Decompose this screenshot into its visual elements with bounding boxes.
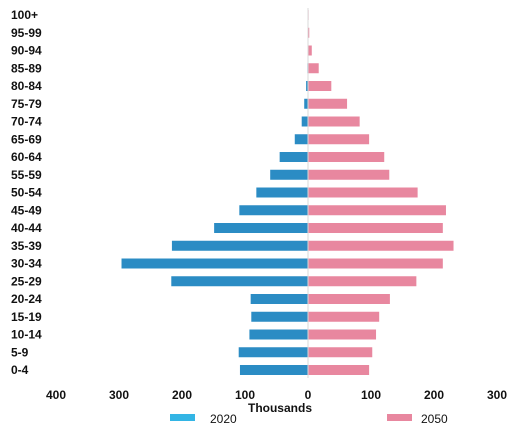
bar-2050-20-24 xyxy=(308,294,390,304)
category-label: 15-19 xyxy=(11,310,42,324)
x-tick-label: 0 xyxy=(305,388,312,402)
bar-2050-85-89 xyxy=(308,63,319,74)
category-label: 35-39 xyxy=(11,239,42,253)
legend: 2020 2050 xyxy=(170,412,448,426)
category-label: 0-4 xyxy=(11,363,29,377)
bar-2020-70-74 xyxy=(301,116,308,127)
category-label: 75-79 xyxy=(11,97,42,111)
category-label: 65-69 xyxy=(11,132,42,146)
bar-2020-30-34 xyxy=(121,258,309,269)
category-label: 55-59 xyxy=(11,168,42,182)
legend-swatch-2020 xyxy=(170,414,195,421)
category-label: 45-49 xyxy=(11,203,42,217)
x-tick-label: 200 xyxy=(172,388,192,402)
bar-2050-60-64 xyxy=(308,152,385,162)
bar-2050-65-69 xyxy=(308,134,370,145)
category-label: 70-74 xyxy=(11,115,42,129)
category-label: 25-29 xyxy=(11,274,42,288)
category-label: 5-9 xyxy=(11,345,29,359)
x-tick-labels: 400 300 200 100 0 100 200 300 xyxy=(46,388,507,402)
legend-label-2050: 2050 xyxy=(421,412,448,426)
bar-2050-40-44 xyxy=(308,223,443,233)
bar-2050-55-59 xyxy=(308,169,390,180)
bar-2020-25-29 xyxy=(171,276,308,287)
category-label: 40-44 xyxy=(11,221,42,235)
x-tick-label: 100 xyxy=(235,388,255,402)
bar-2020-15-19 xyxy=(251,311,308,322)
x-axis-label: Thousands xyxy=(248,401,312,415)
bar-2020-80-84 xyxy=(306,81,308,91)
category-label: 85-89 xyxy=(11,61,42,75)
bar-2050-5-9 xyxy=(308,347,373,358)
bar-2050-75-79 xyxy=(308,98,348,109)
x-tick-label: 400 xyxy=(46,388,66,402)
bar-2020-10-14 xyxy=(249,329,308,340)
bars-group xyxy=(121,10,454,375)
x-tick-label: 300 xyxy=(109,388,129,402)
bar-2050-35-39 xyxy=(308,240,454,251)
x-tick-label: 100 xyxy=(361,388,381,402)
bar-2050-30-34 xyxy=(308,258,443,269)
bar-2020-0-4 xyxy=(239,365,308,375)
category-labels: 0-4 5-9 10-14 15-19 20-24 25-29 30-34 35-39 40-4… xyxy=(11,8,42,377)
bar-2020-45-49 xyxy=(239,205,308,216)
category-label: 20-24 xyxy=(11,292,42,306)
bar-2020-55-59 xyxy=(270,169,308,180)
category-label: 30-34 xyxy=(11,257,42,271)
category-label: 10-14 xyxy=(11,328,42,342)
bar-2050-45-49 xyxy=(308,205,446,216)
bar-2020-50-54 xyxy=(256,187,308,198)
x-tick-label: 300 xyxy=(487,388,507,402)
bar-2050-50-54 xyxy=(308,187,418,198)
category-label: 90-94 xyxy=(11,44,42,58)
bar-2050-25-29 xyxy=(308,276,417,287)
bar-2020-5-9 xyxy=(238,347,308,358)
bar-2050-95-99 xyxy=(308,27,310,38)
category-label: 80-84 xyxy=(11,79,42,93)
bar-2020-65-69 xyxy=(294,134,308,145)
bar-2020-60-64 xyxy=(279,152,308,162)
bar-2020-40-44 xyxy=(214,223,308,233)
bar-2020-35-39 xyxy=(171,240,308,251)
bar-2050-70-74 xyxy=(308,116,360,127)
category-label: 50-54 xyxy=(11,186,42,200)
category-label: 60-64 xyxy=(11,150,42,164)
bar-2020-75-79 xyxy=(304,98,308,109)
legend-label-2020: 2020 xyxy=(210,412,237,426)
bar-2050-90-94 xyxy=(308,45,312,56)
bar-2020-20-24 xyxy=(250,294,308,304)
legend-swatch-2050 xyxy=(387,414,412,421)
bar-2050-15-19 xyxy=(308,311,380,322)
x-tick-label: 200 xyxy=(424,388,444,402)
bar-2050-0-4 xyxy=(308,365,370,375)
category-label: 95-99 xyxy=(11,26,42,40)
category-label: 100+ xyxy=(11,8,38,22)
bar-2050-10-14 xyxy=(308,329,377,340)
bar-2050-80-84 xyxy=(308,81,332,91)
